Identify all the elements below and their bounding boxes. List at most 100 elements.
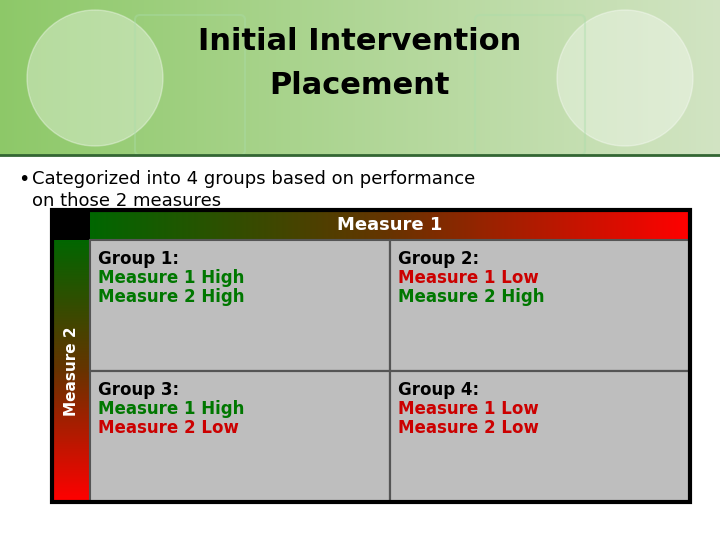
Bar (281, 0, 284, 155)
Bar (456, 0, 459, 155)
Bar (369, 0, 373, 155)
Bar (235, 0, 238, 155)
Bar (533, 0, 536, 155)
Bar (306, 210, 309, 240)
Bar (693, 0, 697, 155)
Bar (194, 210, 197, 240)
Bar (576, 210, 579, 240)
Bar (250, 0, 253, 155)
Bar (185, 0, 188, 155)
Bar (52, 338, 90, 340)
Bar (142, 0, 145, 155)
Bar (52, 412, 90, 414)
Bar (52, 476, 90, 478)
Bar (52, 447, 90, 449)
Bar (81, 0, 85, 155)
Bar (365, 0, 368, 155)
Bar (701, 0, 704, 155)
Bar (270, 210, 273, 240)
Bar (423, 0, 426, 155)
Bar (52, 329, 90, 331)
Bar (296, 210, 299, 240)
Bar (52, 383, 90, 385)
Bar (52, 367, 90, 369)
Bar (300, 0, 303, 155)
Bar (570, 210, 573, 240)
Bar (495, 0, 498, 155)
Bar (410, 210, 413, 240)
Bar (52, 374, 90, 375)
Bar (52, 440, 90, 442)
Bar (607, 0, 611, 155)
Bar (52, 413, 90, 415)
Bar (600, 210, 603, 240)
Bar (52, 246, 90, 248)
Bar (52, 497, 90, 498)
Bar (535, 0, 539, 155)
Bar (52, 278, 90, 280)
Bar (52, 294, 90, 296)
Bar (278, 210, 281, 240)
Bar (52, 374, 90, 376)
Bar (52, 261, 90, 262)
Text: Group 4:: Group 4: (398, 381, 479, 399)
Bar (52, 474, 90, 476)
Bar (360, 210, 363, 240)
Bar (52, 316, 90, 318)
Bar (52, 393, 90, 395)
Bar (598, 0, 601, 155)
Bar (604, 210, 607, 240)
Text: •: • (18, 170, 30, 189)
Bar (52, 349, 90, 351)
Bar (668, 210, 671, 240)
Bar (451, 0, 454, 155)
Bar (360, 0, 364, 155)
Bar (174, 210, 177, 240)
Bar (52, 425, 90, 427)
Bar (52, 424, 90, 426)
Bar (460, 210, 463, 240)
Bar (52, 391, 90, 393)
Bar (342, 210, 345, 240)
Bar (432, 210, 435, 240)
Bar (298, 210, 301, 240)
Bar (132, 0, 135, 155)
Bar (52, 418, 90, 420)
Bar (652, 210, 655, 240)
Bar (52, 271, 90, 272)
Bar (156, 0, 159, 155)
Bar (52, 347, 90, 348)
Bar (117, 0, 121, 155)
Bar (257, 0, 260, 155)
Bar (52, 247, 90, 249)
Bar (52, 330, 90, 333)
Bar (52, 422, 90, 423)
Bar (648, 0, 652, 155)
Bar (634, 210, 637, 240)
Bar (149, 0, 152, 155)
Bar (655, 0, 659, 155)
Bar (52, 401, 90, 402)
Bar (52, 490, 90, 491)
Bar (52, 279, 90, 281)
Bar (598, 210, 601, 240)
Bar (52, 273, 90, 275)
Bar (600, 0, 603, 155)
Bar (487, 0, 490, 155)
Bar (626, 0, 630, 155)
Bar (475, 0, 479, 155)
Bar (520, 210, 523, 240)
Bar (38, 0, 42, 155)
Bar (52, 375, 90, 377)
Bar (168, 0, 171, 155)
Bar (266, 0, 270, 155)
Bar (302, 0, 306, 155)
Bar (52, 485, 90, 487)
Bar (52, 256, 90, 258)
Bar (230, 210, 233, 240)
Bar (331, 0, 335, 155)
Bar (52, 388, 90, 389)
Bar (474, 210, 477, 240)
Bar (556, 210, 559, 240)
Bar (473, 0, 476, 155)
